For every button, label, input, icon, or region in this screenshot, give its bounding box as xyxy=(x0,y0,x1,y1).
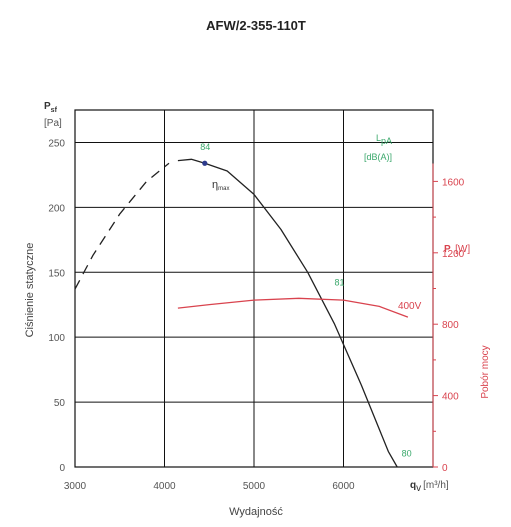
x-axis-label: Wydajność xyxy=(229,506,283,518)
y2-tick-label: 0 xyxy=(442,463,448,474)
chart-title: AFW/2-355-110T xyxy=(206,18,306,33)
y-tick-label: 250 xyxy=(48,138,65,149)
sound-level-unit: [dB(A)] xyxy=(364,152,392,162)
y-axis-ticks: 0 50 100 150 200 250 xyxy=(48,138,65,474)
series-label-power: 400V xyxy=(398,301,422,312)
eta-max-point xyxy=(202,160,208,166)
x-tick-label: 3000 xyxy=(64,481,87,492)
y-axis-unit: [Pa] xyxy=(44,118,62,129)
y-axis-label: Ciśnienie statyczne xyxy=(24,243,36,338)
series-layer: 400V 84 81 80 xyxy=(74,142,422,468)
sound-level-annotation: 81 xyxy=(335,277,345,287)
x-axis-ticks: 3000 4000 5000 6000 xyxy=(64,481,355,492)
y2-axis-ticks: 0 400 800 1200 1600 xyxy=(432,163,465,474)
sound-level-annotation: 84 xyxy=(200,142,210,152)
x-axis-unit: qv [m³/h] xyxy=(410,480,449,494)
y-tick-label: 150 xyxy=(48,268,65,279)
x-tick-label: 5000 xyxy=(243,481,266,492)
series-power xyxy=(177,297,409,318)
y-tick-label: 100 xyxy=(48,333,65,344)
x-tick-label: 4000 xyxy=(153,481,176,492)
y2-tick-label: 1600 xyxy=(442,177,465,188)
y2-axis-unit: P [W] xyxy=(444,239,470,256)
y2-tick-label: 400 xyxy=(442,392,459,403)
y-tick-label: 200 xyxy=(48,203,65,214)
y2-axis-label: Pobór mocy xyxy=(480,345,491,398)
series-pressure xyxy=(177,158,398,468)
y-tick-label: 0 xyxy=(59,463,65,474)
y-tick-label: 50 xyxy=(54,398,66,409)
sound-level-label: LpA xyxy=(376,133,392,146)
sound-level-annotation: 80 xyxy=(402,449,412,459)
series-pressure-stall xyxy=(74,162,170,290)
plot-grid xyxy=(74,109,434,468)
y2-tick-label: 800 xyxy=(442,320,459,331)
x-tick-label: 6000 xyxy=(332,481,355,492)
y-axis-symbol: Psf xyxy=(44,101,58,114)
eta-max-label: ηmax xyxy=(212,179,229,192)
y2-tick-label: 1200 xyxy=(442,249,465,260)
